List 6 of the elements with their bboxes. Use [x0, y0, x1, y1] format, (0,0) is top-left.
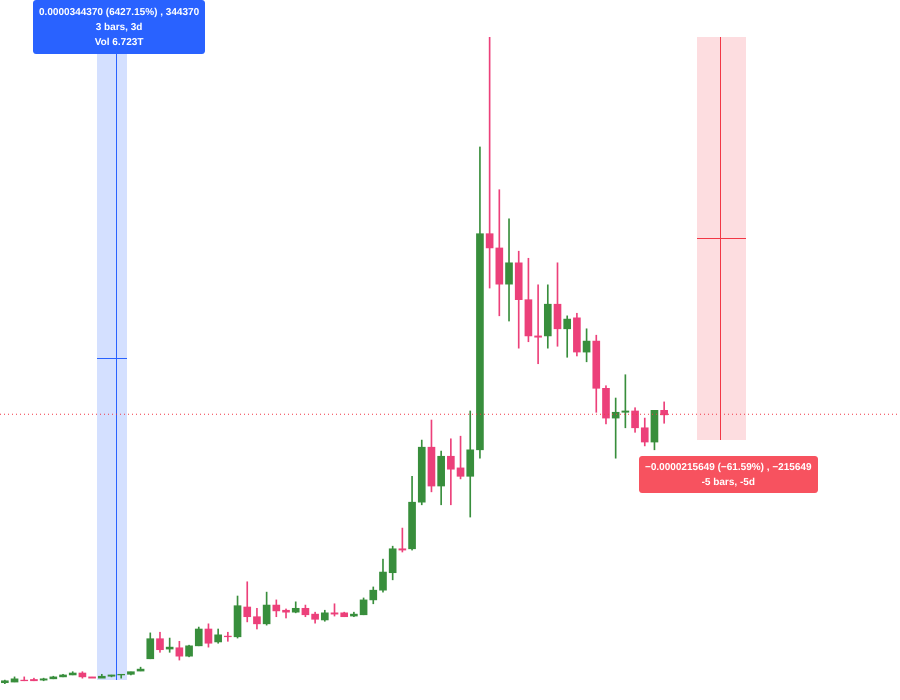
annotation: Vol 6.723T: [94, 36, 144, 50]
measure-label-box: −0.0000215649 (−61.59%) , −215649 -5 bars, -5d: [639, 456, 818, 493]
candlestick: [117, 674, 126, 679]
annotation: −0.0000215649 (−61.59%) , −215649: [645, 460, 812, 474]
measure-label-box: 0.0000344370 (6427.15%) , 344370 3 bars, 3d Vol 6.723T: [33, 0, 206, 54]
candlestick: [68, 671, 77, 676]
